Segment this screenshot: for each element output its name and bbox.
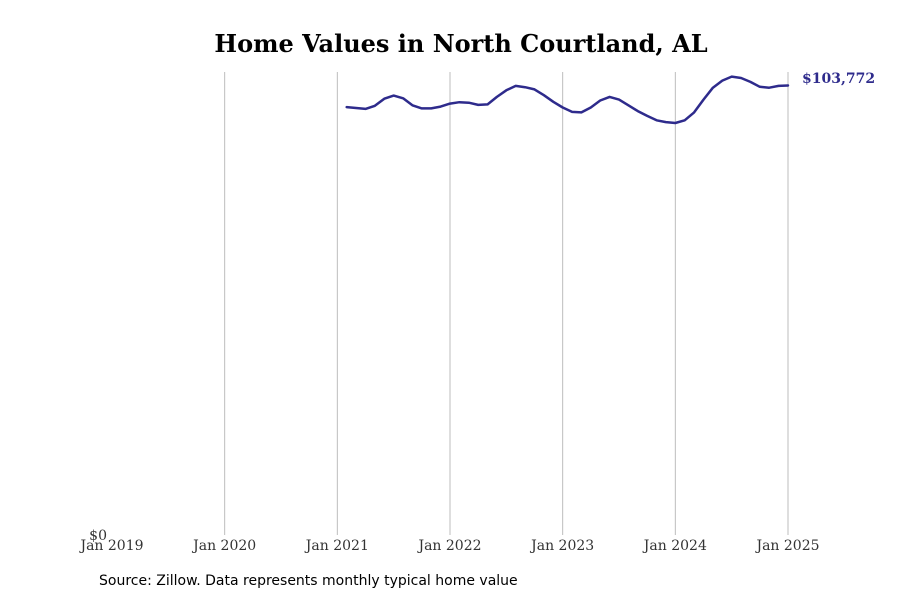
data-point [778, 85, 780, 87]
data-point [768, 87, 770, 89]
data-point [693, 111, 695, 113]
data-point [411, 104, 413, 106]
data-point [524, 86, 526, 88]
source-note: Source: Zillow. Data represents monthly … [99, 573, 518, 589]
y-tick-label: $0 [89, 528, 107, 544]
data-point [440, 106, 442, 108]
data-point [449, 103, 451, 105]
data-point [787, 85, 789, 87]
x-tick-label: Jan 2023 [529, 538, 594, 554]
data-point [731, 76, 733, 78]
data-point [430, 107, 432, 109]
data-point [458, 101, 460, 103]
data-point [674, 122, 676, 124]
data-point [346, 106, 348, 108]
data-point [562, 107, 564, 109]
data-point [580, 111, 582, 113]
x-tick-label: Jan 2021 [304, 538, 369, 554]
data-point [759, 86, 761, 88]
data-point [721, 80, 723, 82]
data-point [421, 107, 423, 109]
data-point [571, 111, 573, 113]
data-point [590, 107, 592, 109]
end-value-label: $103,772 [802, 71, 875, 87]
data-point [712, 87, 714, 89]
data-point [552, 101, 554, 103]
data-point [374, 105, 376, 107]
x-tick-label: Jan 2024 [642, 538, 707, 554]
data-point [468, 102, 470, 104]
data-point [749, 81, 751, 83]
gridlines [224, 72, 789, 535]
home-value-line [345, 75, 790, 125]
data-point [618, 99, 620, 101]
data-point [703, 99, 705, 101]
x-tick-label: Jan 2020 [191, 538, 256, 554]
data-point [355, 107, 357, 109]
data-point [646, 115, 648, 117]
x-axis-ticks: Jan 2019 Jan 2020 Jan 2021 Jan 2022 Jan 2023… [78, 538, 819, 554]
data-point [487, 103, 489, 105]
data-point [684, 119, 686, 121]
data-point [365, 108, 367, 110]
x-tick-label: Jan 2025 [754, 538, 819, 554]
x-tick-label: Jan 2022 [416, 538, 481, 554]
data-point [637, 110, 639, 112]
data-point [627, 104, 629, 106]
chart-title: Home Values in North Courtland, AL [214, 29, 707, 58]
data-point [383, 98, 385, 100]
data-point [393, 95, 395, 97]
data-point [534, 88, 536, 90]
data-point [543, 94, 545, 96]
data-point [496, 96, 498, 98]
data-point [515, 85, 517, 87]
data-point [477, 104, 479, 106]
data-point [402, 97, 404, 99]
y-axis-ticks: $0 [89, 528, 107, 544]
data-point [740, 77, 742, 79]
data-point [505, 89, 507, 91]
series-layer [345, 75, 790, 125]
data-point [665, 121, 667, 123]
x-tick-label: Jan 2019 [78, 538, 143, 554]
data-point [599, 100, 601, 102]
data-point [609, 96, 611, 98]
data-point [656, 119, 658, 121]
end-labels: $103,772 [802, 71, 875, 87]
